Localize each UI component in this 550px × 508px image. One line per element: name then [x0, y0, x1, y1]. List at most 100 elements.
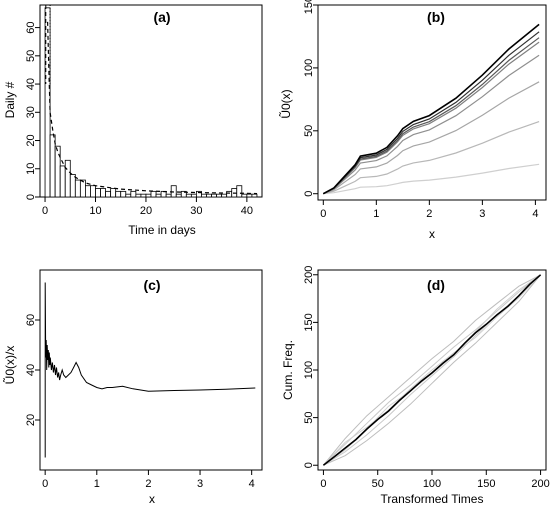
d-xtick-label: 0 — [320, 478, 326, 490]
a-ytick-label: 30 — [25, 106, 37, 118]
panel-b-plot: 0 1 2 3 4 0 50 100 150 — [303, 0, 547, 220]
bar — [211, 193, 217, 198]
ratio-line — [44, 282, 256, 458]
bar — [201, 193, 207, 198]
d-xtick-label: 200 — [531, 478, 549, 490]
panel-a-xlabel: Time in days — [128, 223, 196, 237]
series-line — [322, 23, 540, 195]
main-line — [322, 274, 542, 466]
bar — [150, 190, 157, 198]
panel-c-xlabel: x — [149, 492, 155, 506]
a-ytick-label: 60 — [25, 21, 37, 33]
bar — [85, 185, 91, 198]
b-xtick-label: 2 — [426, 208, 432, 220]
panel-c-ylabel: Ũ0(x)/x — [2, 346, 17, 385]
b-frame — [317, 4, 547, 201]
bar — [110, 188, 117, 198]
c-ytick-label: 40 — [25, 364, 37, 376]
c-xtick-label: 2 — [145, 478, 151, 490]
a-xtick-label: 10 — [89, 205, 101, 217]
bar — [165, 193, 172, 198]
bar — [251, 193, 258, 198]
envelope-line — [323, 274, 541, 466]
b-xtick-label: 0 — [320, 208, 326, 220]
bar — [79, 179, 86, 198]
panel-b-xlabel: x — [429, 227, 435, 241]
fit-curve — [47, 21, 258, 195]
a-ytick-label: 20 — [25, 134, 37, 146]
c-xtick-label: 1 — [94, 478, 100, 490]
envelope-line — [323, 274, 541, 466]
b-xtick-label: 3 — [479, 208, 485, 220]
bar — [221, 193, 228, 198]
c-xtick-label: 4 — [249, 478, 255, 490]
b-xtick-label: 4 — [532, 208, 538, 220]
bar — [69, 174, 76, 198]
panel-d-ylabel: Cum. Freq. — [281, 340, 295, 400]
c-xtick-label: 0 — [42, 478, 48, 490]
c-ytick-label: 20 — [25, 414, 37, 426]
panel-b-title: (b) — [427, 9, 445, 25]
envelope-line — [323, 274, 541, 466]
bar — [185, 193, 192, 198]
a-ytick-label: 10 — [25, 163, 37, 175]
c-xtick-label: 3 — [197, 478, 203, 490]
d-xtick-label: 100 — [423, 478, 441, 490]
panel-c: (c) x Ũ0(x)/x 0 1 2 3 4 20 40 60 — [2, 269, 263, 506]
b-ytick-label: 150 — [303, 0, 315, 14]
a-xtick-label: 20 — [140, 205, 152, 217]
bar — [74, 179, 81, 198]
b-ytick-label: 100 — [303, 59, 315, 77]
d-ytick-label: 150 — [303, 313, 315, 331]
a-ytick-label: 0 — [25, 194, 37, 200]
panel-a-plot: 0 10 20 30 40 0 10 20 30 40 50 60 — [25, 4, 263, 217]
c-frame — [39, 269, 263, 471]
panel-a: (a) Time in days Daily # 0 10 20 30 40 0 10 20 3… — [3, 4, 263, 237]
panel-a-title: (a) — [153, 9, 170, 25]
a-frame — [39, 4, 263, 198]
d-xtick-label: 50 — [372, 478, 384, 490]
bar — [120, 190, 127, 198]
panel-c-plot: 0 1 2 3 4 20 40 60 — [25, 269, 263, 490]
bar — [190, 193, 197, 198]
panel-d: (d) Transformed Times Cum. Freq. 0 50 100 1… — [281, 266, 550, 506]
bar — [125, 193, 132, 198]
panel-c-title: (c) — [143, 277, 160, 293]
panel-d-title: (d) — [427, 277, 445, 293]
bar — [175, 193, 182, 198]
bar — [145, 193, 152, 198]
d-ytick-label: 200 — [303, 266, 315, 284]
bar — [49, 134, 56, 198]
panel-d-xlabel: Transformed Times — [381, 492, 484, 506]
bar — [130, 190, 137, 198]
d-ytick-label: 50 — [303, 411, 315, 423]
series-line — [323, 81, 540, 195]
bar — [90, 185, 96, 198]
bar — [241, 193, 248, 198]
bar — [115, 190, 122, 198]
bar — [95, 188, 101, 198]
bar — [135, 193, 142, 198]
d-xtick-label: 150 — [477, 478, 495, 490]
bar — [206, 193, 212, 198]
b-ytick-label: 0 — [303, 191, 315, 197]
bar — [64, 159, 71, 198]
bar — [59, 165, 66, 198]
series-line — [323, 163, 540, 195]
bar — [155, 193, 162, 198]
a-xtick-label: 30 — [190, 205, 202, 217]
a-ytick-label: 50 — [25, 50, 37, 62]
bar — [246, 193, 253, 198]
panel-d-plot: 0 50 100 150 200 0 50 100 150 200 — [303, 266, 550, 490]
d-ytick-label: 100 — [303, 361, 315, 379]
series-line — [323, 121, 540, 195]
c-ytick-label: 60 — [25, 314, 37, 326]
bar — [140, 193, 147, 198]
bar — [54, 145, 61, 198]
envelope-line — [323, 274, 541, 466]
bar — [216, 193, 223, 198]
panel-a-ylabel: Daily # — [3, 81, 17, 118]
series-line — [323, 54, 540, 195]
a-ytick-label: 40 — [25, 78, 37, 90]
bar — [226, 190, 233, 198]
